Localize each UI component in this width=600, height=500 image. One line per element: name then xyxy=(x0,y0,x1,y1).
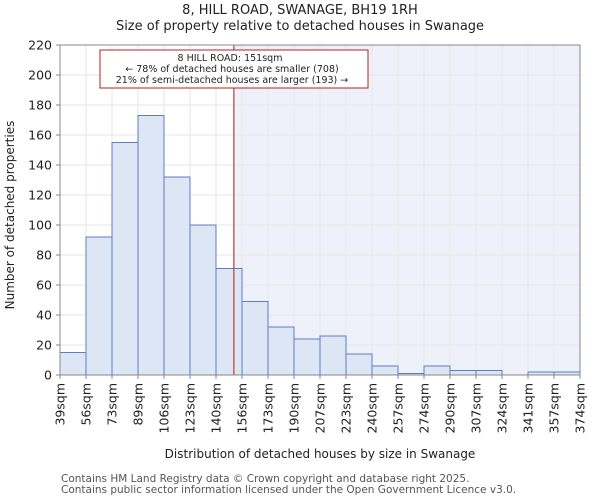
histogram-bar xyxy=(85,236,113,376)
x-tick-label: 240sqm xyxy=(365,383,380,433)
histogram-bar xyxy=(189,224,217,376)
histogram-bar xyxy=(59,352,87,376)
y-tick-label: 160 xyxy=(28,128,52,143)
x-tick-label: 223sqm xyxy=(339,383,354,433)
chart-title: 8, HILL ROAD, SWANAGE, BH19 1RH xyxy=(182,3,418,18)
x-tick-label: 341sqm xyxy=(521,383,536,433)
x-tick-label: 357sqm xyxy=(547,383,562,433)
y-tick-label: 100 xyxy=(28,218,52,233)
y-axis-label: Number of detached properties xyxy=(3,121,17,310)
y-tick-label: 0 xyxy=(44,368,52,383)
x-axis-label: Distribution of detached houses by size … xyxy=(165,447,476,461)
x-tick-label: 173sqm xyxy=(261,383,276,433)
y-tick-label: 80 xyxy=(36,248,52,263)
annotation-line-2: ← 78% of detached houses are smaller (70… xyxy=(125,64,338,75)
histogram-bar xyxy=(423,365,451,376)
y-tick-label: 140 xyxy=(28,158,52,173)
y-tick-label: 200 xyxy=(28,68,52,83)
y-tick-label: 40 xyxy=(36,308,52,323)
x-tick-label: 374sqm xyxy=(573,383,588,433)
y-tick-label: 220 xyxy=(28,38,52,53)
histogram-bar xyxy=(267,326,295,376)
x-tick-label: 123sqm xyxy=(183,383,198,433)
x-tick-label: 324sqm xyxy=(495,383,510,433)
annotation-line-1: 8 HILL ROAD: 151sqm xyxy=(178,53,283,64)
histogram-bar xyxy=(163,176,191,376)
y-tick-label: 60 xyxy=(36,278,52,293)
histogram-bar xyxy=(241,301,269,376)
x-tick-label: 290sqm xyxy=(443,383,458,433)
histogram-bar xyxy=(371,365,399,376)
histogram-bar xyxy=(137,115,165,376)
x-tick-label: 156sqm xyxy=(235,383,250,433)
y-tick-label: 20 xyxy=(36,338,52,353)
x-tick-label: 106sqm xyxy=(157,383,172,433)
annotation-line-3: 21% of semi-detached houses are larger (… xyxy=(116,75,349,86)
x-tick-label: 274sqm xyxy=(417,383,432,433)
histogram-bar xyxy=(475,370,503,376)
histogram-bar xyxy=(449,370,477,376)
footer-line-2: Contains public sector information licen… xyxy=(61,484,517,496)
x-tick-label: 190sqm xyxy=(287,383,302,433)
histogram-bar xyxy=(345,353,373,376)
x-tick-label: 56sqm xyxy=(79,383,94,426)
chart-subtitle: Size of property relative to detached ho… xyxy=(115,19,485,34)
histogram-bar xyxy=(293,338,321,376)
annotation-box: 8 HILL ROAD: 151sqm ← 78% of detached ho… xyxy=(99,49,369,89)
x-tick-label: 140sqm xyxy=(209,383,224,433)
x-tick-label: 89sqm xyxy=(131,383,146,426)
y-tick-label: 180 xyxy=(28,98,52,113)
x-tick-label: 207sqm xyxy=(313,383,328,433)
histogram-bar xyxy=(319,335,347,376)
x-tick-label: 73sqm xyxy=(105,383,120,426)
y-tick-label: 120 xyxy=(28,188,52,203)
larger-region-shade xyxy=(233,45,580,375)
histogram-bar xyxy=(215,268,243,376)
footer-line-1: Contains HM Land Registry data © Crown c… xyxy=(61,473,470,485)
x-tick-label: 257sqm xyxy=(391,383,406,433)
x-tick-label: 307sqm xyxy=(469,383,484,433)
histogram-bar xyxy=(111,142,139,376)
x-tick-label: 39sqm xyxy=(53,383,68,426)
